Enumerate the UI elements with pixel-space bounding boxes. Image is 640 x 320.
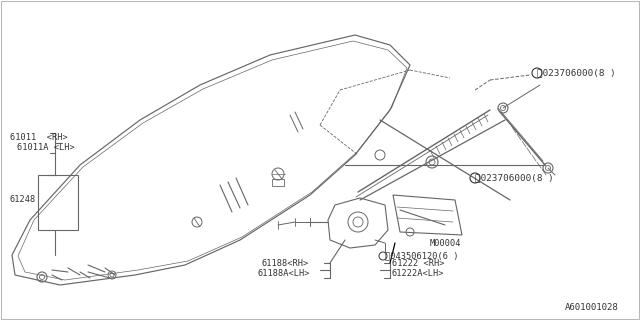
Text: Ⓜ043506120(6 ): Ⓜ043506120(6 ) <box>385 252 458 260</box>
Text: A601001028: A601001028 <box>565 303 619 312</box>
Text: 61222 <RH>: 61222 <RH> <box>392 259 445 268</box>
Text: 61222A<LH>: 61222A<LH> <box>392 269 445 278</box>
Bar <box>38 175 78 230</box>
Text: Ⓝ023706000(8 ): Ⓝ023706000(8 ) <box>537 68 616 77</box>
Text: M00004: M00004 <box>430 238 461 247</box>
Text: 61248: 61248 <box>10 196 36 204</box>
Text: 61188<RH>: 61188<RH> <box>262 259 309 268</box>
Text: 61011A <LH>: 61011A <LH> <box>17 143 75 153</box>
Bar <box>272 179 284 186</box>
Text: Ⓝ023706000(8 ): Ⓝ023706000(8 ) <box>475 173 554 182</box>
Text: 61188A<LH>: 61188A<LH> <box>258 269 310 278</box>
Text: 61011  <RH>: 61011 <RH> <box>10 133 68 142</box>
